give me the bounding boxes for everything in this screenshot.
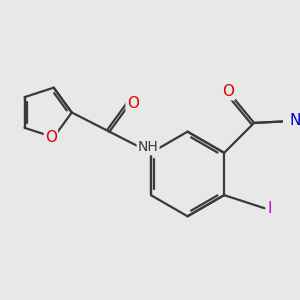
Text: I: I: [268, 201, 272, 216]
Text: O: O: [222, 84, 234, 99]
Text: N: N: [289, 113, 300, 128]
Text: NH: NH: [138, 140, 158, 154]
Text: O: O: [45, 130, 57, 145]
Text: O: O: [127, 97, 139, 112]
